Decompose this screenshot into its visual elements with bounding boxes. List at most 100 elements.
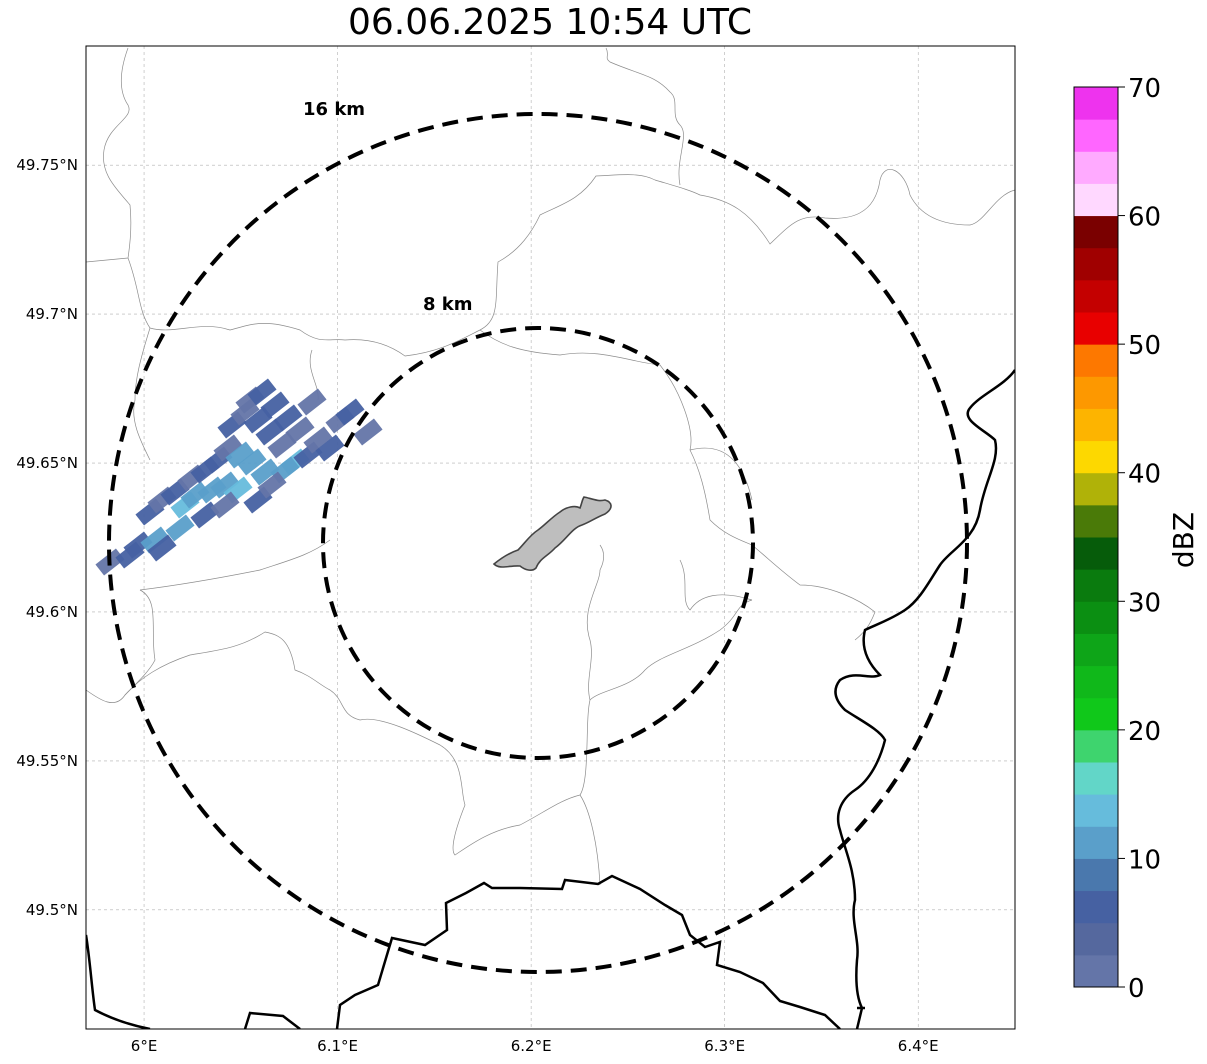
colorbar-frame — [1073, 86, 1119, 988]
colorbar-cell — [1074, 87, 1118, 120]
echo-cell — [180, 481, 210, 509]
colorbar-tick-label: 50 — [1128, 331, 1161, 361]
colorbar-tick-label: 60 — [1128, 203, 1161, 233]
echo-cell — [303, 426, 333, 454]
x-tick-label: 6°E — [131, 1037, 158, 1055]
colorbar-cell — [1074, 440, 1118, 474]
colorbar-cell — [1074, 922, 1118, 956]
colorbar-cell — [1074, 569, 1118, 602]
echo-cell — [237, 448, 267, 476]
colorbar-cell — [1074, 344, 1118, 377]
x-tick-label: 6.3°E — [704, 1037, 745, 1055]
boundary-line — [751, 544, 876, 641]
colorbar-cell — [1074, 504, 1118, 538]
boundary-line — [479, 329, 753, 546]
colorbar-tick-label: 40 — [1128, 460, 1161, 490]
colorbar-tick-label: 30 — [1128, 588, 1161, 618]
echo-cell — [225, 441, 255, 469]
boundary-line — [127, 169, 1015, 357]
y-tick-label: 49.75°N — [16, 156, 78, 174]
x-tick-label: 6.2°E — [511, 1037, 552, 1055]
echo-cell — [267, 431, 297, 459]
colorbar-cell — [1074, 697, 1118, 731]
national-borders — [86, 369, 1015, 1029]
boundary-line — [139, 539, 331, 591]
boundary-line — [605, 47, 684, 186]
y-tick-label: 49.55°N — [16, 752, 78, 770]
echo-cell — [353, 418, 383, 446]
colorbar-tick-label: 10 — [1128, 845, 1161, 875]
x-tick-label: 6.1°E — [317, 1037, 358, 1055]
y-tick-label: 49.65°N — [16, 454, 78, 472]
colorbar-cell — [1074, 537, 1118, 570]
colorbar-cell — [1074, 665, 1118, 699]
y-tick-label: 49.5°N — [26, 901, 78, 919]
colorbar-cell — [1074, 151, 1118, 184]
colorbar-cell — [1074, 762, 1118, 795]
colorbar-cell — [1074, 119, 1118, 152]
city-area — [492, 496, 612, 571]
echo-cell — [140, 526, 170, 554]
echo-cell — [210, 491, 240, 519]
longitude-axis: 6°E 6.1°E 6.2°E 6.3°E 6.4°E — [131, 1037, 939, 1055]
map-area: 8 km 16 km — [85, 45, 1016, 1030]
colorbar-cell — [1074, 215, 1118, 249]
boundary-line — [86, 599, 753, 856]
echo-cell — [165, 514, 195, 542]
y-tick-label: 49.6°N — [26, 603, 78, 621]
colorbar-tick-label: 20 — [1128, 717, 1161, 747]
echo-cell — [315, 434, 345, 462]
colorbar-cell — [1074, 954, 1118, 988]
x-tick-label: 6.4°E — [898, 1037, 939, 1055]
colorbar-cell — [1074, 472, 1118, 506]
border-line — [834, 369, 1015, 1029]
colorbar-cell — [1074, 408, 1118, 442]
boundary-line — [124, 589, 156, 696]
colorbar-label: dBZ — [1167, 512, 1200, 568]
boundary-line — [586, 544, 605, 701]
echo-cell — [260, 391, 290, 419]
colorbar-cell — [1074, 183, 1118, 217]
colorbar-cell — [1074, 890, 1118, 924]
radar-echoes — [95, 378, 383, 576]
border-line — [86, 934, 151, 1029]
municipal-boundaries — [86, 47, 1015, 886]
echo-cell — [147, 534, 177, 562]
echo-cell — [123, 531, 153, 559]
colorbar: 0 10 20 30 40 50 60 70 dBZ — [1073, 74, 1200, 1004]
colorbar-cell — [1074, 279, 1118, 313]
echo-cell — [250, 458, 280, 486]
echo-cell — [247, 378, 277, 406]
colorbar-cell — [1074, 601, 1118, 634]
colorbar-cell — [1074, 826, 1118, 859]
ring-label-16km: 16 km — [303, 99, 365, 120]
echo-cell — [210, 471, 240, 499]
colorbar-tick-label: 70 — [1128, 74, 1161, 104]
range-ring-8km — [321, 326, 755, 760]
map-frame — [85, 45, 1016, 1030]
ring-label-8km: 8 km — [423, 294, 473, 315]
echo-cell — [257, 471, 287, 499]
echo-cell — [273, 404, 303, 432]
echo-cell — [297, 388, 327, 416]
border-line — [335, 874, 841, 1029]
boundary-line — [679, 559, 753, 611]
boundary-line — [86, 47, 132, 263]
colorbar-tick-label: 0 — [1128, 974, 1145, 1004]
colorbar-cell — [1074, 376, 1118, 409]
latitude-axis: 49.75°N 49.7°N 49.65°N 49.6°N 49.55°N 49.5°N — [16, 156, 78, 919]
echo-cell — [213, 434, 243, 462]
echo-cell — [285, 416, 315, 444]
echo-cell — [335, 398, 365, 426]
y-tick-label: 49.7°N — [26, 305, 78, 323]
colorbar-cell — [1074, 729, 1118, 763]
map-title: 06.06.2025 10:54 UTC — [347, 2, 753, 43]
colorbar-cell — [1074, 858, 1118, 892]
colorbar-cell — [1074, 633, 1118, 667]
range-ring-16km — [107, 112, 969, 974]
colorbar-cell — [1074, 247, 1118, 281]
graticule — [86, 46, 1015, 1029]
boundary-line — [579, 794, 601, 886]
colorbar-cell — [1074, 794, 1118, 827]
